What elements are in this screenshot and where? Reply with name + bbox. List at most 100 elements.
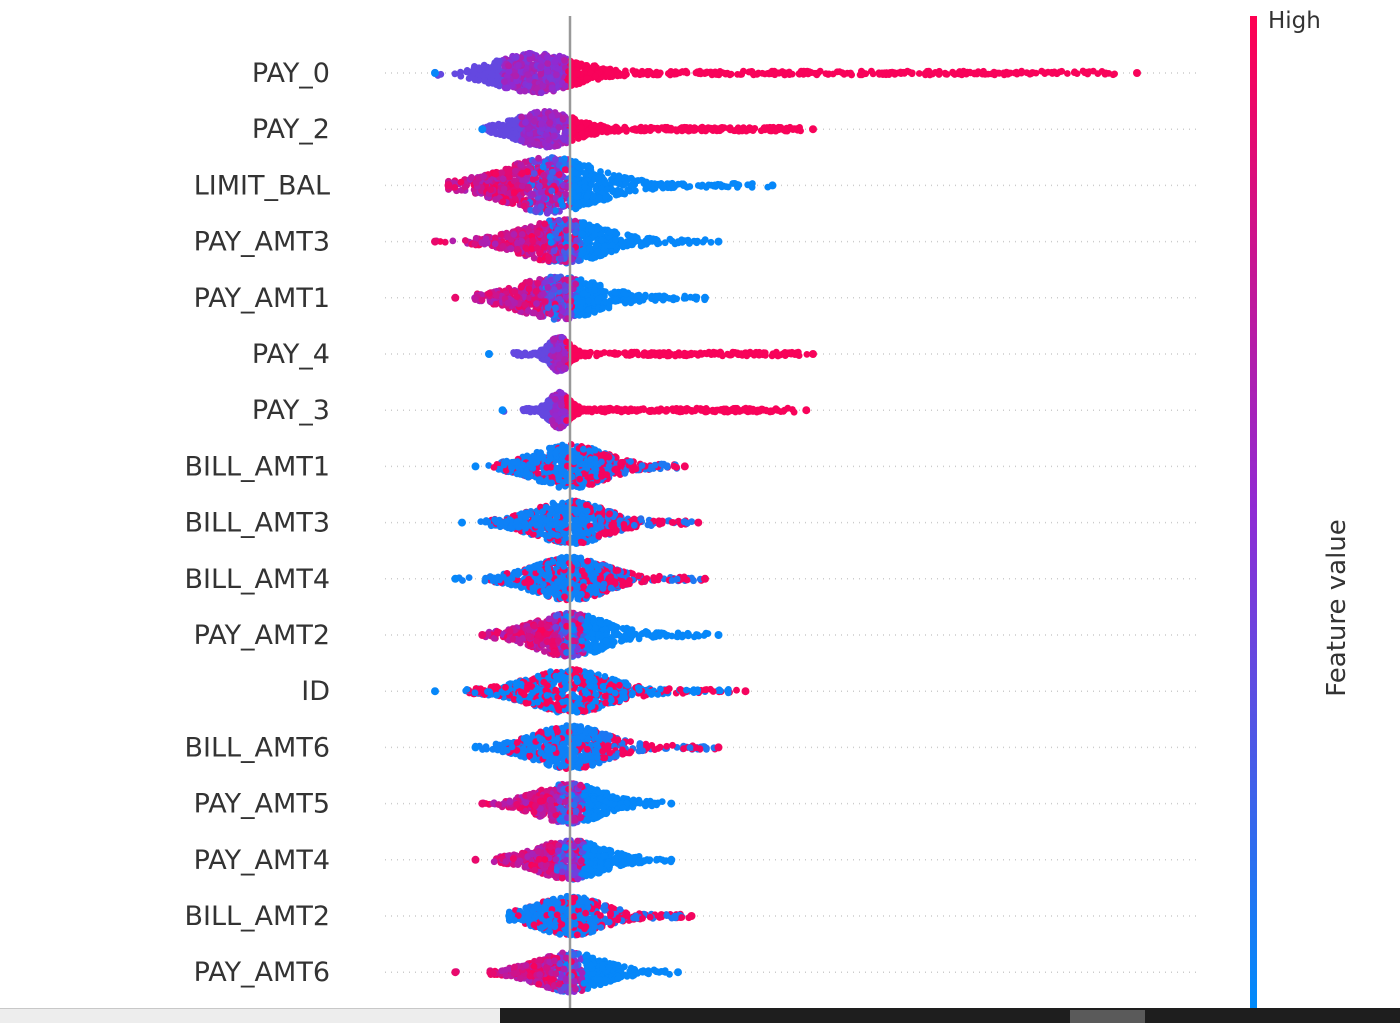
point-limit_bal	[480, 172, 487, 180]
point-pay_0	[1056, 68, 1064, 76]
series-pay_0	[431, 49, 1141, 97]
point-pay_amt1	[547, 291, 555, 299]
point-pay_amt1	[620, 289, 628, 297]
point-pay_3	[777, 408, 785, 415]
point-pay_2	[681, 126, 689, 134]
point-pay_amt3	[586, 244, 593, 252]
point-limit_bal	[519, 182, 526, 190]
point-pay_0	[488, 63, 496, 71]
point-pay_amt1	[691, 293, 699, 301]
point-pay_0	[604, 69, 612, 77]
point-pay_4	[633, 348, 641, 356]
point-pay_4	[560, 365, 568, 372]
point-pay_0	[923, 67, 931, 75]
point-pay_0	[875, 69, 883, 77]
point-pay_0	[1051, 68, 1058, 76]
point-pay_amt3	[530, 254, 538, 262]
point-pay_amt3	[540, 243, 548, 251]
point-pay_4	[755, 348, 763, 356]
point-pay_amt3	[491, 240, 499, 248]
point-pay_0	[1111, 70, 1118, 78]
point-pay_amt3	[529, 237, 537, 245]
point-pay_0	[471, 76, 479, 84]
point-pay_4	[761, 349, 769, 357]
point-pay_amt3	[461, 237, 469, 244]
point-pay_0	[548, 84, 556, 92]
point-pay_2	[550, 132, 558, 140]
point-pay_0	[622, 67, 629, 75]
point-limit_bal	[643, 178, 650, 186]
point-pay_2	[548, 113, 556, 120]
point-limit_bal	[499, 198, 507, 206]
point-pay_amt3	[478, 239, 486, 247]
point-pay_0	[1064, 70, 1071, 77]
point-pay_amt1	[599, 304, 607, 312]
point-limit_bal	[461, 183, 469, 191]
point-pay_0	[1004, 70, 1012, 78]
point-pay_amt1	[554, 274, 562, 281]
point-pay_0	[544, 67, 551, 75]
outlier-point-limit_bal	[768, 181, 777, 190]
point-pay_0	[1083, 68, 1091, 76]
point-limit_bal	[555, 171, 563, 179]
point-pay_0	[765, 70, 773, 78]
point-pay_amt3	[471, 240, 479, 248]
point-pay_2	[760, 124, 768, 131]
point-pay_amt1	[572, 280, 580, 288]
point-pay_amt1	[585, 297, 592, 305]
point-pay_amt3	[550, 247, 558, 255]
point-pay_amt3	[545, 253, 552, 261]
point-pay_amt1	[633, 292, 641, 299]
point-limit_bal	[581, 183, 589, 191]
point-pay_amt1	[573, 294, 581, 302]
point-pay_0	[515, 61, 522, 69]
point-limit_bal	[585, 162, 592, 169]
points	[431, 49, 1141, 996]
point-pay_4	[749, 350, 757, 358]
point-pay_amt3	[547, 239, 555, 246]
outlier-point-pay_amt1	[451, 293, 460, 302]
series-pay_amt3	[431, 216, 723, 267]
point-limit_bal	[451, 184, 459, 191]
point-pay_2	[717, 124, 725, 132]
point-pay_4	[772, 348, 780, 356]
point-pay_amt3	[701, 236, 709, 244]
point-pay_0	[967, 69, 974, 77]
point-pay_amt1	[521, 301, 529, 308]
point-limit_bal	[541, 177, 548, 185]
point-pay_amt3	[555, 216, 563, 224]
point-pay_amt1	[681, 292, 689, 300]
point-pay_amt3	[510, 231, 518, 238]
point-pay_0	[501, 78, 508, 85]
point-pay_0	[512, 53, 520, 61]
point-pay_4	[541, 348, 549, 356]
point-pay_2	[746, 124, 753, 132]
point-pay_amt1	[594, 295, 602, 303]
point-pay_amt3	[649, 235, 657, 243]
point-pay_0	[561, 56, 568, 64]
point-pay_0	[738, 70, 746, 78]
point-pay_2	[553, 142, 560, 150]
point-pay_2	[518, 136, 525, 144]
point-limit_bal	[500, 185, 508, 193]
point-pay_amt1	[544, 304, 552, 312]
point-limit_bal	[669, 181, 676, 189]
point-pay_2	[500, 132, 508, 140]
point-pay_0	[960, 67, 967, 75]
point-pay_0	[726, 71, 734, 79]
point-pay_0	[869, 70, 877, 78]
point-pay_2	[697, 126, 705, 134]
point-pay_amt3	[686, 240, 693, 247]
point-pay_amt1	[654, 292, 662, 300]
point-pay_4	[543, 356, 551, 364]
point-limit_bal	[529, 176, 537, 183]
point-pay_4	[549, 346, 557, 354]
point-pay_4	[654, 349, 661, 357]
point-pay_amt1	[556, 295, 563, 303]
point-pay_3	[784, 404, 792, 412]
point-pay_amt3	[534, 229, 541, 237]
point-pay_amt1	[573, 308, 581, 315]
point-pay_3	[790, 408, 798, 416]
point-pay_0	[505, 62, 512, 70]
point-pay_0	[521, 87, 529, 95]
